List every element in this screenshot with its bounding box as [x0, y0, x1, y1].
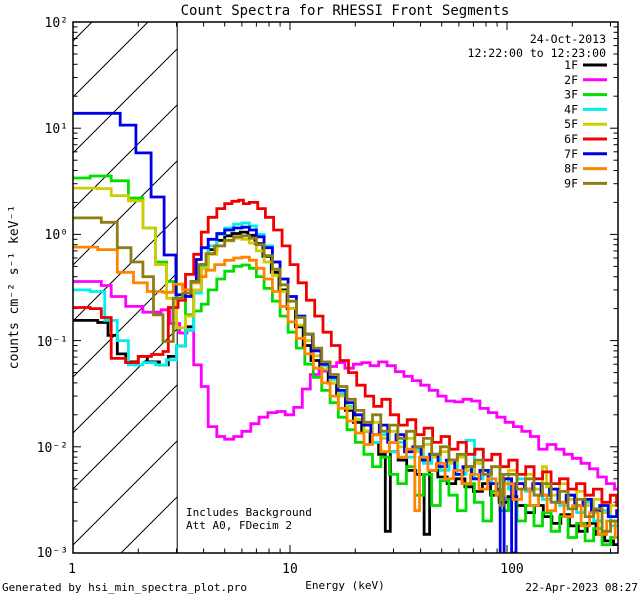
hatch-line — [73, 384, 178, 490]
series-line-2F — [73, 280, 618, 491]
footer-generated-by: Generated by hsi_min_spectra_plot.pro — [2, 581, 247, 594]
x-tick-label-1: 1 — [68, 562, 76, 577]
hatch-line — [73, 104, 178, 210]
hatch-line — [73, 440, 178, 546]
legend-label-9F: 9F — [564, 176, 578, 190]
y-tick-label-1e-1: 10⁻¹ — [37, 335, 68, 350]
annotation-att-fdecim: Att A0, FDecim 2 — [186, 519, 292, 532]
hatch-line — [73, 328, 178, 434]
series-line-7F — [73, 111, 618, 553]
y-tick-label-1e0: 10⁰ — [45, 228, 68, 243]
x-tick-label-100: 100 — [500, 562, 523, 577]
y-tick-label-1e1: 10¹ — [45, 122, 68, 137]
legend-label-8F: 8F — [564, 162, 578, 176]
y-tick-label-1e2: 10² — [45, 16, 68, 31]
hatch-line — [73, 22, 93, 42]
x-axis-label: Energy (keV) — [305, 579, 384, 592]
legend-label-2F: 2F — [564, 73, 578, 87]
annotation-includes-background: Includes Background — [186, 506, 312, 519]
footer-timestamp: 22-Apr-2023 08:27 — [525, 581, 638, 594]
legend-label-5F: 5F — [564, 117, 578, 131]
plot-border — [72, 21, 619, 554]
hatch-line — [73, 216, 178, 322]
series-line-8F — [73, 245, 618, 539]
chart-title: Count Spectra for RHESSI Front Segments — [181, 3, 510, 19]
legend-label-1F: 1F — [564, 58, 578, 72]
x-tick-label-10: 10 — [282, 562, 298, 577]
hatch-line — [73, 160, 178, 266]
legend-label-3F: 3F — [564, 88, 578, 102]
spectra-curves — [73, 111, 618, 553]
series-line-3F — [73, 174, 618, 546]
legend-date: 24-Oct-2013 — [530, 32, 606, 46]
hatch-line — [120, 496, 178, 553]
hatch-line — [73, 48, 178, 154]
series-line-6F — [73, 198, 618, 507]
y-tick-label-1e-3: 10⁻³ — [37, 546, 68, 561]
legend-time-range: 12:22:00 to 12:23:00 — [468, 46, 607, 60]
series-line-9F — [73, 216, 618, 533]
hatch-line — [73, 22, 149, 98]
y-axis-label: counts cm⁻² s⁻¹ keV⁻¹ — [7, 205, 22, 369]
series-line-4F — [73, 221, 618, 528]
y-tick-label-1e-2: 10⁻² — [37, 441, 68, 456]
legend-label-6F: 6F — [564, 132, 578, 146]
legend-label-7F: 7F — [564, 147, 578, 161]
legend-label-4F: 4F — [564, 102, 578, 116]
